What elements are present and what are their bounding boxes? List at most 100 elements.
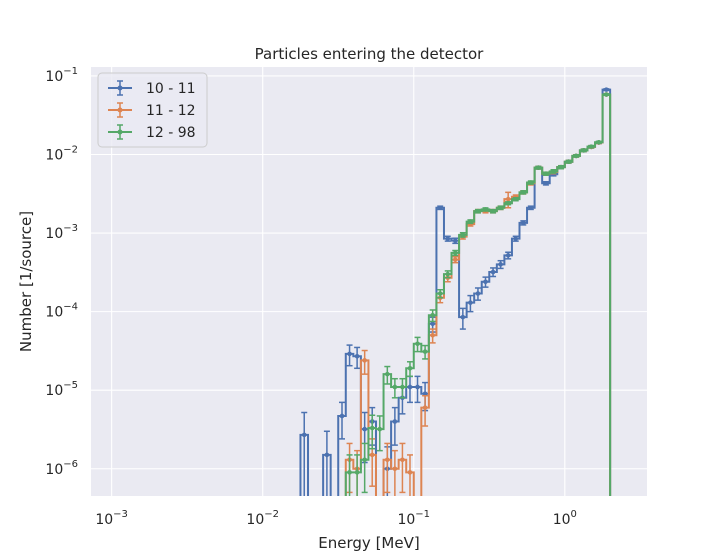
series-1-point-5 — [385, 457, 390, 463]
series-2-point-24 — [528, 180, 534, 185]
series-0-point-13 — [392, 419, 398, 424]
chart-title: Particles entering the detector — [255, 45, 485, 63]
series-2-point-31 — [581, 148, 587, 153]
legend-box — [97, 72, 208, 148]
series-layer — [299, 87, 612, 496]
series-0-point-15 — [407, 384, 413, 390]
series-2-point-6 — [392, 384, 398, 390]
series-1-point-7 — [400, 457, 405, 463]
series-1-point-8 — [407, 470, 413, 475]
series-2-point-26 — [543, 171, 549, 176]
series-2-point-29 — [566, 159, 571, 165]
series-2-point-13 — [445, 271, 451, 277]
legend-label-0: 10 - 11 — [146, 81, 196, 97]
x-tick-label-2: 10−1 — [397, 509, 430, 528]
series-2-point-28 — [558, 164, 564, 170]
series-1-point-14 — [452, 257, 458, 262]
x-ticks: 10−3 10−2 10−1 100 — [95, 509, 577, 528]
series-0-point-31 — [528, 205, 534, 211]
series-0-point-21 — [452, 238, 458, 243]
series-1-point-6 — [392, 466, 398, 472]
series-0-point-28 — [505, 253, 511, 258]
series-2-point-17 — [475, 208, 481, 214]
legend-item-2: 12 - 98 — [108, 124, 196, 141]
series-0-point-6 — [339, 413, 345, 419]
series-0-point-18 — [430, 321, 435, 327]
series-0-point-1 — [301, 432, 307, 438]
series-2-point-30 — [573, 153, 579, 159]
series-2-point-19 — [490, 208, 496, 214]
series-2-point-25 — [536, 165, 541, 170]
series-0-point-23 — [468, 300, 473, 305]
legend-item-1: 11 - 12 — [108, 102, 196, 119]
legend-item-0: 10 - 11 — [108, 80, 196, 97]
series-0-point-7 — [347, 351, 352, 357]
series-0-point-27 — [498, 262, 503, 267]
series-1-point-2 — [362, 358, 367, 363]
series-2-point-3 — [369, 425, 375, 431]
series-2-point-7 — [400, 384, 405, 390]
series-2-point-8 — [407, 365, 413, 371]
series-0-point-16 — [415, 384, 420, 390]
series-2-point-9 — [415, 341, 420, 347]
series-0-point-30 — [520, 220, 526, 226]
series-2-point-34 — [604, 92, 609, 97]
series-2-point-32 — [588, 144, 594, 149]
series-2-point-33 — [596, 140, 602, 145]
series-2-point-12 — [437, 291, 443, 296]
legend-swatch-marker-0 — [117, 85, 123, 91]
series-0-point-8 — [354, 354, 360, 359]
y-axis-label: Number [1/source] — [17, 211, 35, 352]
series-2-point-2 — [362, 457, 367, 463]
x-tick-label-0: 10−3 — [95, 509, 128, 528]
legend-label-1: 11 - 12 — [146, 103, 196, 119]
series-2-point-22 — [513, 196, 519, 202]
legend-label-2: 12 - 98 — [146, 125, 196, 141]
series-0-point-25 — [483, 279, 488, 285]
x-tick-label-3: 100 — [553, 509, 577, 528]
legend-swatch-marker-2 — [117, 129, 123, 135]
y-tick-label-3: 10−3 — [45, 223, 78, 242]
series-0-point-22 — [460, 314, 466, 320]
series-2-point-1 — [354, 470, 360, 475]
series-2-step-line — [344, 93, 612, 496]
series-2-point-21 — [505, 200, 511, 206]
series-1-point-10 — [422, 405, 428, 410]
series-0-point-29 — [513, 236, 519, 241]
series-1-point-21 — [505, 196, 511, 202]
series-0-point-41 — [604, 87, 609, 92]
series-2-point-18 — [483, 207, 488, 212]
series-2-point-20 — [498, 205, 503, 211]
y-tick-label-1: 10−5 — [45, 380, 78, 399]
series-0-point-33 — [543, 181, 549, 186]
series-2-point-5 — [385, 371, 390, 377]
series-2-point-15 — [460, 232, 466, 238]
y-tick-label-5: 10−1 — [45, 66, 78, 85]
series-2-point-0 — [347, 470, 352, 475]
series-0-point-24 — [475, 291, 481, 296]
y-tick-label-2: 10−4 — [45, 302, 78, 321]
series-0-point-4 — [324, 452, 330, 458]
y-ticks: 10−6 10−5 10−4 10−3 10−2 10−1 — [45, 66, 78, 478]
series-1-point-3 — [369, 452, 375, 458]
series-2 — [344, 92, 612, 496]
series-2-point-4 — [377, 426, 383, 432]
series-2-point-14 — [452, 250, 458, 256]
x-tick-label-1: 10−2 — [246, 509, 279, 528]
series-2-point-27 — [551, 169, 556, 174]
series-2-point-16 — [468, 219, 473, 224]
series-0-point-9 — [362, 426, 367, 432]
y-tick-label-4: 10−2 — [45, 145, 78, 164]
series-2-point-11 — [430, 312, 435, 318]
series-2-point-23 — [520, 190, 526, 195]
series-0-point-20 — [445, 236, 451, 241]
y-tick-label-0: 10−6 — [45, 459, 78, 478]
legend: 10 - 11 11 - 12 12 - 98 — [97, 72, 208, 148]
legend-swatch-marker-1 — [117, 107, 123, 113]
x-axis-label: Energy [MeV] — [318, 534, 419, 552]
series-2-point-10 — [422, 349, 428, 354]
series-1-point-11 — [430, 332, 435, 338]
series-0-point-19 — [437, 205, 443, 211]
series-0-point-17 — [422, 391, 428, 397]
